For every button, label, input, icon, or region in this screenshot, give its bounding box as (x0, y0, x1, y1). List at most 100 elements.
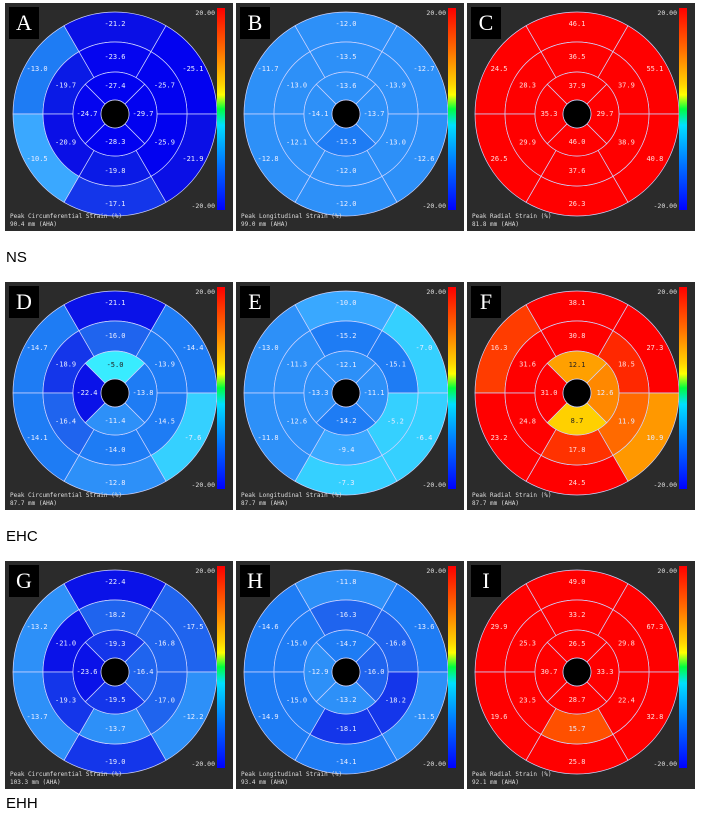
segment-value-8: -16.0 (104, 332, 125, 340)
segment-value-15: 29.7 (597, 110, 614, 118)
segment-value-7: 25.3 (519, 640, 536, 648)
segment-value-7: -15.0 (286, 640, 307, 648)
segment-value-12: 29.9 (519, 139, 536, 147)
segment-value-7: 28.3 (519, 82, 536, 90)
panel-g: -13.2 -22.4 -17.5 -12.2 -19.0 -13.7 -21.0 -18.2… (5, 561, 233, 789)
panel-d: -14.7 -21.1 -14.4 -7.6 -12.8 -14.1 -18.9 -16.0 -… (5, 282, 233, 510)
apex-center (100, 378, 130, 408)
segment-value-3: -7.0 (415, 344, 432, 352)
segment-value-1: 29.9 (491, 623, 508, 631)
segment-value-7: -11.3 (286, 361, 307, 369)
segment-value-2: -22.4 (104, 578, 125, 586)
segment-value-13: -14.1 (307, 110, 328, 118)
segment-value-14: 37.9 (569, 82, 586, 90)
segment-value-14: -5.0 (107, 361, 124, 369)
segment-value-2: -21.2 (104, 20, 125, 28)
color-scale-bar (217, 8, 225, 210)
segment-value-5: 24.5 (569, 479, 586, 487)
segment-value-13: 31.0 (541, 389, 558, 397)
panel-subcaption: 87.7 mm (AHA) (241, 500, 288, 507)
color-scale-bar (448, 566, 456, 768)
segment-value-4: -11.5 (413, 713, 434, 721)
color-scale-bar (448, 8, 456, 210)
scale-min-label: -20.00 (422, 202, 446, 210)
segment-value-10: -25.9 (154, 139, 175, 147)
segment-value-5: -12.0 (335, 200, 356, 208)
scale-min-label: -20.00 (422, 760, 446, 768)
panel-letter: D (9, 286, 39, 318)
segment-value-5: -14.1 (335, 758, 356, 766)
segment-value-3: 55.1 (646, 65, 663, 73)
segment-value-5: -19.0 (104, 758, 125, 766)
bullseye-plot: -14.7 -21.1 -14.4 -7.6 -12.8 -14.1 -18.9 -16.0 -… (12, 290, 218, 496)
segment-value-11: -19.8 (104, 167, 125, 175)
segment-value-12: -16.4 (55, 418, 76, 426)
segment-value-14: 12.1 (569, 361, 586, 369)
segment-value-14: -27.4 (104, 82, 125, 90)
segment-value-9: -16.8 (154, 640, 175, 648)
bullseye-plot: 16.3 38.1 27.3 10.9 24.5 23.2 31.6 30.8 18.5 11.9… (474, 290, 680, 496)
scale-min-label: -20.00 (191, 760, 215, 768)
scale-min-label: -20.00 (653, 481, 677, 489)
segment-value-14: -14.7 (335, 640, 356, 648)
segment-value-11: -13.7 (104, 725, 125, 733)
segment-value-9: -15.1 (385, 361, 406, 369)
panel-c: 24.5 46.1 55.1 40.8 26.3 26.5 28.3 36.5 37.9 38.9… (467, 3, 695, 231)
segment-value-4: -12.2 (182, 713, 203, 721)
scale-min-label: -20.00 (422, 481, 446, 489)
segment-value-4: 32.8 (646, 713, 663, 721)
panel-caption: Peak Circumferential Strain (%) (10, 771, 122, 778)
segment-value-11: -18.1 (335, 725, 356, 733)
segment-value-12: -12.1 (286, 139, 307, 147)
segment-value-12: -12.6 (286, 418, 307, 426)
segment-value-6: -14.1 (27, 434, 48, 442)
panel-h: -14.6 -11.8 -13.6 -11.5 -14.1 -14.9 -15.0 -16.3… (236, 561, 464, 789)
panel-subcaption: 99.0 mm (AHA) (241, 221, 288, 228)
segment-value-10: -18.2 (385, 697, 406, 705)
segment-value-7: -13.0 (286, 82, 307, 90)
segment-value-15: -16.4 (132, 668, 153, 676)
segment-value-1: -13.0 (27, 65, 48, 73)
segment-value-11: -12.0 (335, 167, 356, 175)
scale-max-label: 20.00 (426, 567, 446, 575)
scale-max-label: 20.00 (195, 567, 215, 575)
segment-value-2: 38.1 (569, 299, 586, 307)
segment-value-2: -10.0 (335, 299, 356, 307)
segment-value-6: -14.9 (258, 713, 279, 721)
segment-value-8: -18.2 (104, 611, 125, 619)
panel-caption: Peak Circumferential Strain (%) (10, 492, 122, 499)
bullseye-plot: -13.0 -10.0 -7.0 -6.4 -7.3 -11.8 -11.3 -15.2 -15… (243, 290, 449, 496)
scale-max-label: 20.00 (195, 288, 215, 296)
scale-min-label: -20.00 (191, 481, 215, 489)
segment-value-10: -13.0 (385, 139, 406, 147)
segment-value-6: -11.8 (258, 434, 279, 442)
segment-value-6: -10.5 (27, 155, 48, 163)
segment-value-12: -15.0 (286, 697, 307, 705)
color-scale-bar (217, 566, 225, 768)
segment-value-1: 24.5 (491, 65, 508, 73)
segment-value-14: -13.6 (335, 82, 356, 90)
panel-caption: Peak Circumferential Strain (%) (10, 213, 122, 220)
segment-value-12: 23.5 (519, 697, 536, 705)
segment-value-2: -11.8 (335, 578, 356, 586)
panel-letter: E (240, 286, 270, 318)
color-scale-bar (679, 566, 687, 768)
segment-value-7: 31.6 (519, 361, 536, 369)
panel-caption: Peak Longitudinal Strain (%) (241, 492, 343, 499)
panel-caption: Peak Radial Strain (%) (472, 771, 552, 778)
scale-min-label: -20.00 (653, 760, 677, 768)
segment-value-3: -12.7 (413, 65, 434, 73)
segment-value-10: -14.5 (154, 418, 175, 426)
apex-center (100, 99, 130, 129)
segment-value-16: -15.5 (335, 138, 356, 146)
panel-b: -11.7 -12.0 -12.7 -12.6 -12.0 -12.8 -13.0 -13.5… (236, 3, 464, 231)
scale-min-label: -20.00 (191, 202, 215, 210)
bullseye-plot: -14.6 -11.8 -13.6 -11.5 -14.1 -14.9 -15.0 -16.3… (243, 569, 449, 775)
apex-center (331, 657, 361, 687)
panel-i: 29.9 49.0 67.3 32.8 25.8 19.6 25.3 33.2 29.8 22.4… (467, 561, 695, 789)
panel-subcaption: 81.8 mm (AHA) (472, 221, 519, 228)
segment-value-4: 10.9 (646, 434, 663, 442)
segment-value-13: -12.9 (307, 668, 328, 676)
scale-max-label: 20.00 (657, 9, 677, 17)
segment-value-16: -11.4 (104, 417, 125, 425)
